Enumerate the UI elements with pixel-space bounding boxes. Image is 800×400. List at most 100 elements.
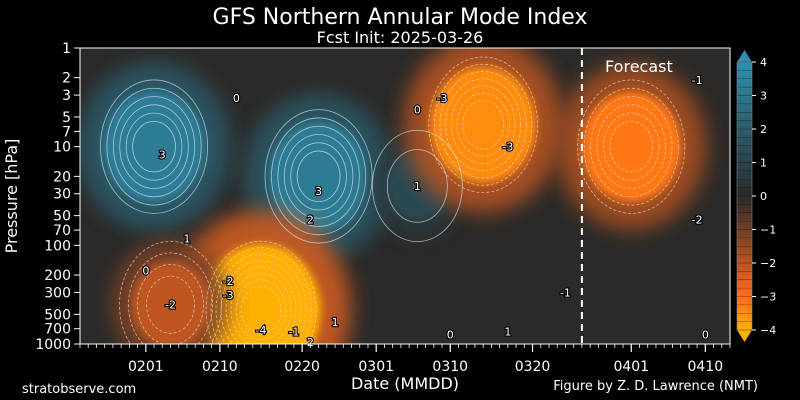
contour-label: 3 xyxy=(159,148,166,161)
contour-label: -3 xyxy=(223,289,234,302)
contour-label: -3 xyxy=(437,92,448,105)
contour-label: -2 xyxy=(223,275,234,288)
contour-line xyxy=(371,129,463,242)
y-tick-label: 700 xyxy=(44,322,71,338)
y-tick-label: 5 xyxy=(62,110,71,126)
y-axis-label: Pressure [hPa] xyxy=(2,139,21,254)
contour-line xyxy=(264,109,373,244)
contour-line xyxy=(428,56,538,193)
y-tick-label: 20 xyxy=(53,169,71,185)
contour-line xyxy=(577,79,686,214)
contour-label: -1 xyxy=(288,326,299,339)
plot-frame xyxy=(79,47,731,345)
contour-line xyxy=(230,273,292,344)
x-axis: 0201 0210 0220 0301 0310 0320 0401 0410 xyxy=(79,344,731,375)
contour-label: -3 xyxy=(502,141,513,154)
y-tick-label: 30 xyxy=(53,187,71,203)
y-tick-label: 1 xyxy=(62,41,71,57)
y-tick-label: 7 xyxy=(62,124,71,140)
y-tick-label: 2 xyxy=(62,71,71,87)
forecast-marker: Forecast xyxy=(580,48,673,344)
x-tick-label: 0401 xyxy=(613,359,649,375)
contour-line xyxy=(240,285,282,334)
y-tick-label: 300 xyxy=(44,285,71,301)
contour-line xyxy=(225,266,297,344)
contour-label: 3 xyxy=(315,185,322,198)
x-tick-label: 0220 xyxy=(284,359,320,375)
contour-line xyxy=(119,240,222,344)
x-tick-label: 0301 xyxy=(358,359,394,375)
contour-line xyxy=(290,142,347,211)
contour-label: 0 xyxy=(233,92,240,105)
y-tick-label: 70 xyxy=(53,223,71,239)
contour-label: 0 xyxy=(414,103,421,116)
contour-label: 0 xyxy=(702,328,709,341)
x-tick-label: 0410 xyxy=(687,359,723,375)
contour-label: 0 xyxy=(447,328,454,341)
footer-credit: Figure by Z. D. Lawrence (NMT) xyxy=(553,379,758,394)
colorbar-tick-label: −2 xyxy=(760,257,776,270)
field-core xyxy=(268,121,369,232)
contour-label: 1 xyxy=(183,232,190,245)
footer-site: stratobserve.com xyxy=(22,382,136,397)
y-tick-label: 50 xyxy=(53,209,71,225)
colorbar-tick-label: 4 xyxy=(760,56,767,69)
contour-line xyxy=(235,279,287,341)
colorbar-tick-label: −3 xyxy=(760,291,776,304)
colorbar-tick-label: −1 xyxy=(760,224,776,237)
colorbar-tick-label: 2 xyxy=(760,123,767,136)
colorbar-tick-label: 0 xyxy=(760,190,767,203)
contour-line xyxy=(450,85,516,164)
y-tick-label: 3 xyxy=(62,88,71,104)
contour-line xyxy=(283,134,354,219)
contour-line xyxy=(609,120,654,173)
contour-line xyxy=(125,112,183,181)
contour-line xyxy=(112,96,196,198)
contour-lines xyxy=(100,56,686,344)
contour-label: 1 xyxy=(504,326,511,339)
contour-label: 1 xyxy=(332,316,339,329)
contour-line xyxy=(445,78,522,172)
colorbar-tick-label: −4 xyxy=(760,324,776,337)
field-core xyxy=(581,91,682,202)
contour-line xyxy=(439,71,527,179)
colorbar-top-arrow xyxy=(737,50,752,62)
contour-line xyxy=(137,264,204,344)
contour-line xyxy=(106,87,202,206)
contour-label: 0 xyxy=(142,265,149,278)
contour-label: 2 xyxy=(307,214,314,227)
contour-label: -1 xyxy=(692,74,703,87)
colorbar: 4 3 2 1 0 −1 −2 −3 −4 xyxy=(736,50,776,342)
contour-line xyxy=(296,150,341,203)
x-tick-label: 0320 xyxy=(515,359,551,375)
field-core xyxy=(103,90,206,203)
field-core xyxy=(131,261,210,344)
contour-label: 2 xyxy=(307,336,314,349)
y-tick-label: 500 xyxy=(44,307,71,323)
plot-area xyxy=(80,48,730,344)
contour-line xyxy=(456,92,510,157)
contour-line xyxy=(128,252,213,344)
contour-line xyxy=(277,125,360,227)
contour-label: -4 xyxy=(256,324,267,337)
colorbar-bottom-arrow xyxy=(737,330,752,342)
forecast-label: Forecast xyxy=(605,57,673,76)
contour-line xyxy=(100,79,209,214)
x-tick-label: 0201 xyxy=(128,359,164,375)
contour-line xyxy=(583,87,679,206)
contour-line xyxy=(132,120,176,173)
y-tick-label: 1000 xyxy=(35,337,71,353)
x-tick-label: 0210 xyxy=(202,359,238,375)
contour-line xyxy=(590,96,673,198)
contour-line xyxy=(215,253,307,344)
contour-line xyxy=(146,275,195,334)
contour-line xyxy=(205,240,317,344)
contour-label: -2 xyxy=(165,299,176,312)
contour-line xyxy=(119,104,189,189)
contour-line xyxy=(462,100,505,150)
contour-label: -1 xyxy=(560,286,571,299)
y-tick-label: 10 xyxy=(53,140,71,156)
contour-line xyxy=(596,104,666,189)
contour-line xyxy=(210,247,312,344)
